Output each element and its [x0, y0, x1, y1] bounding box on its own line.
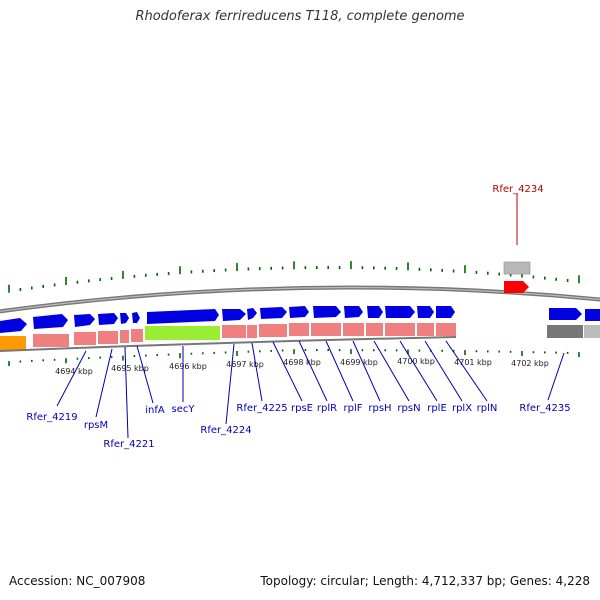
gene-arrow-rplF[interactable]	[313, 306, 341, 318]
gene-arrow-rfer-4224[interactable]	[222, 309, 246, 321]
kbp-label: 4695 kbp	[111, 364, 149, 373]
gene-arrow-rpsK[interactable]	[98, 313, 118, 325]
forward-gene-track	[0, 306, 600, 333]
gene-arrow-rplE[interactable]	[385, 306, 415, 318]
gene-label-rpsN[interactable]: rpsN	[397, 403, 420, 414]
leader-line	[251, 342, 263, 402]
leader-line	[56, 350, 87, 407]
gene-label-secY[interactable]: secY	[172, 404, 196, 415]
kbp-label: 4696 kbp	[169, 362, 207, 371]
gene-arrow-rpsH[interactable]	[344, 306, 363, 318]
leader-line	[95, 348, 113, 418]
gene-arrow-infA[interactable]	[132, 312, 140, 323]
leader-line	[373, 340, 410, 402]
cds-block-rplX[interactable]	[417, 323, 434, 336]
kbp-label: 4699 kbp	[340, 358, 378, 367]
cds-block-rplE[interactable]	[385, 323, 415, 336]
kbp-label: 4701 kbp	[454, 358, 492, 367]
gene-arrow-rfer-4236[interactable]	[585, 309, 600, 321]
cds-block-rplR[interactable]	[289, 323, 309, 336]
gene-arrow-secY[interactable]	[147, 309, 219, 324]
leader-line	[445, 340, 488, 402]
highlight-gene-box[interactable]	[503, 261, 531, 275]
genome-title: Rhodoferax ferrireducens T118, complete …	[135, 9, 465, 24]
leader-line	[424, 340, 463, 402]
cds-block-rfer-4236[interactable]	[584, 325, 600, 338]
gene-label-rpsE[interactable]: rpsE	[291, 403, 313, 414]
gene-arrow-rpsN[interactable]	[367, 306, 383, 318]
gene-arrow-rplN[interactable]	[436, 306, 455, 318]
cds-block-infA[interactable]	[131, 329, 143, 342]
gene-arrow-rpsM[interactable]	[74, 314, 95, 327]
top-tick-row	[8, 261, 580, 293]
cds-block-rpsN[interactable]	[366, 323, 383, 336]
cds-block-rpsK[interactable]	[98, 331, 118, 344]
kbp-label: 4702 kbp	[511, 359, 549, 368]
cds-block-secY[interactable]	[145, 326, 220, 340]
gene-label-rpsM[interactable]: rpsM	[84, 420, 108, 431]
gene-label-rplF[interactable]: rplF	[344, 403, 363, 414]
gene-label-rfer-4234[interactable]: Rfer_4234	[492, 184, 543, 195]
cds-block-rfer-4225[interactable]	[247, 325, 257, 338]
gene-arrow-rpsE[interactable]	[260, 307, 287, 319]
gene-label-rplE[interactable]: rplE	[427, 403, 447, 414]
bottom-tick-row	[8, 349, 580, 367]
gene-label-rfer-4224[interactable]: Rfer_4224	[200, 425, 251, 436]
gene-label-rplX[interactable]: rplX	[452, 403, 472, 414]
gene-label-infA[interactable]: infA	[145, 405, 165, 416]
gene-labels: Rfer_4219 rpsM Rfer_4221 infA secY Rfer_…	[26, 184, 570, 450]
kbp-axis: 4694 kbp 4695 kbp 4696 kbp 4697 kbp 4698…	[55, 357, 549, 376]
leader-line	[136, 345, 154, 404]
cds-block-rplN[interactable]	[436, 323, 456, 336]
highlight-gene-arrow[interactable]	[504, 281, 529, 293]
cds-block-rpsE[interactable]	[259, 324, 287, 337]
gene-arrow-rplR[interactable]	[289, 306, 309, 318]
genome-summary-text: Topology: circular; Length: 4,712,337 bp…	[260, 574, 590, 588]
cds-block-orange[interactable]	[0, 336, 26, 350]
leader-line	[298, 340, 328, 402]
gene-arrow-rfer-4218[interactable]	[0, 318, 27, 333]
gene-label-rfer-4221[interactable]: Rfer_4221	[103, 439, 154, 450]
cds-block-rfer-4224[interactable]	[222, 325, 246, 338]
cds-track	[0, 323, 600, 352]
gene-label-rpsH[interactable]: rpsH	[368, 403, 391, 414]
gene-label-rfer-4235[interactable]: Rfer_4235	[519, 403, 570, 414]
kbp-label: 4697 kbp	[226, 360, 264, 369]
gene-arrow-rfer-4225[interactable]	[247, 308, 257, 320]
genome-backbone-highlight	[0, 286, 600, 312]
leader-line	[547, 352, 565, 401]
gene-label-rplR[interactable]: rplR	[317, 403, 337, 414]
cds-block-rpsM[interactable]	[74, 332, 96, 345]
kbp-label: 4700 kbp	[397, 357, 435, 366]
leader-line	[225, 343, 235, 425]
kbp-label: 4694 kbp	[55, 367, 93, 376]
leader-line	[352, 340, 381, 402]
cds-block-rpsD[interactable]	[120, 330, 129, 343]
leader-line	[124, 346, 129, 439]
gene-arrow-rfer-4219[interactable]	[33, 314, 68, 329]
gene-label-rfer-4225[interactable]: Rfer_4225	[236, 403, 287, 414]
gene-arrow-rfer-4235[interactable]	[549, 308, 582, 320]
accession-text: Accession: NC_007908	[9, 574, 146, 588]
cds-block-rpsH[interactable]	[343, 323, 364, 336]
cds-block-rfer-4235[interactable]	[547, 325, 583, 338]
gene-arrow-rplX[interactable]	[417, 306, 434, 318]
leader-line	[272, 341, 303, 402]
gene-label-rfer-4219[interactable]: Rfer_4219	[26, 412, 77, 423]
cds-block-rfer-4219[interactable]	[33, 334, 69, 347]
label-leaders	[56, 340, 565, 439]
leader-line	[399, 340, 438, 402]
gene-arrow-rpsD[interactable]	[120, 313, 129, 324]
cds-block-rplF[interactable]	[311, 323, 341, 336]
kbp-label: 4698 kbp	[283, 358, 321, 367]
leader-line	[325, 340, 354, 402]
cds-track-shadow	[0, 336, 457, 352]
gene-label-rplN[interactable]: rplN	[477, 403, 498, 414]
